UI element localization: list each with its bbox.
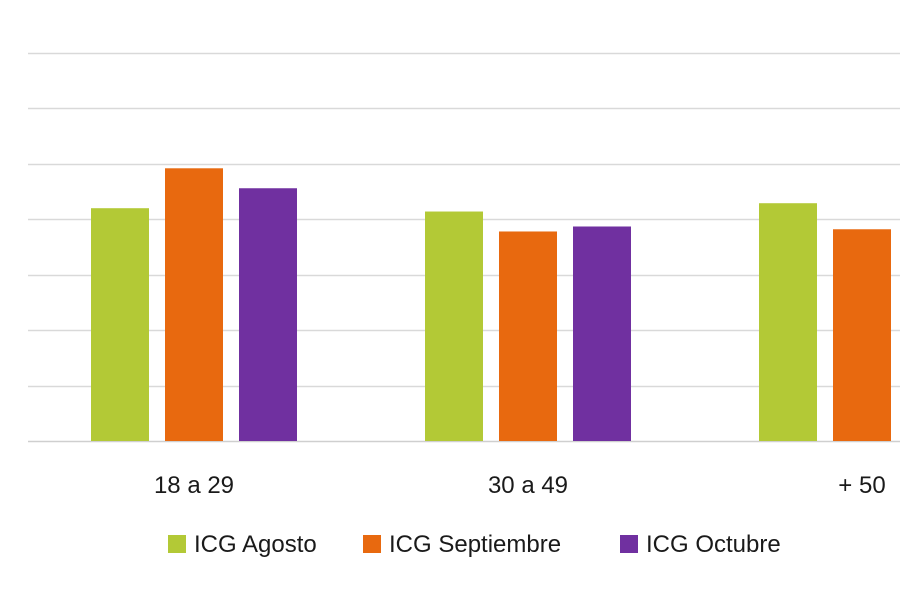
bar-icg-septiembre-3[interactable] (833, 229, 891, 441)
x-tick-label: 18 a 29 (154, 472, 234, 499)
bar-icg-octubre-1[interactable] (239, 188, 297, 441)
bar-icg-agosto-3[interactable] (759, 203, 817, 441)
bar-icg-septiembre-2[interactable] (499, 231, 557, 441)
bar-icg-septiembre-1[interactable] (165, 168, 223, 441)
x-tick-label: 30 a 49 (488, 472, 568, 499)
x-axis: 18 a 29 30 a 49 + 50 (154, 472, 886, 499)
bars (91, 168, 891, 441)
legend-swatch-3 (620, 535, 638, 553)
legend-label-1: ICG Agosto (194, 531, 317, 558)
x-tick-label: + 50 (838, 472, 885, 499)
legend: ICG Agosto ICG Septiembre ICG Octubre (168, 531, 781, 558)
legend-label-2: ICG Septiembre (389, 531, 561, 558)
legend-label-3: ICG Octubre (646, 531, 781, 558)
bar-icg-agosto-2[interactable] (425, 211, 483, 441)
bar-icg-octubre-2[interactable] (573, 226, 631, 441)
legend-swatch-2 (363, 535, 381, 553)
bar-icg-agosto-1[interactable] (91, 208, 149, 441)
legend-swatch-1 (168, 535, 186, 553)
